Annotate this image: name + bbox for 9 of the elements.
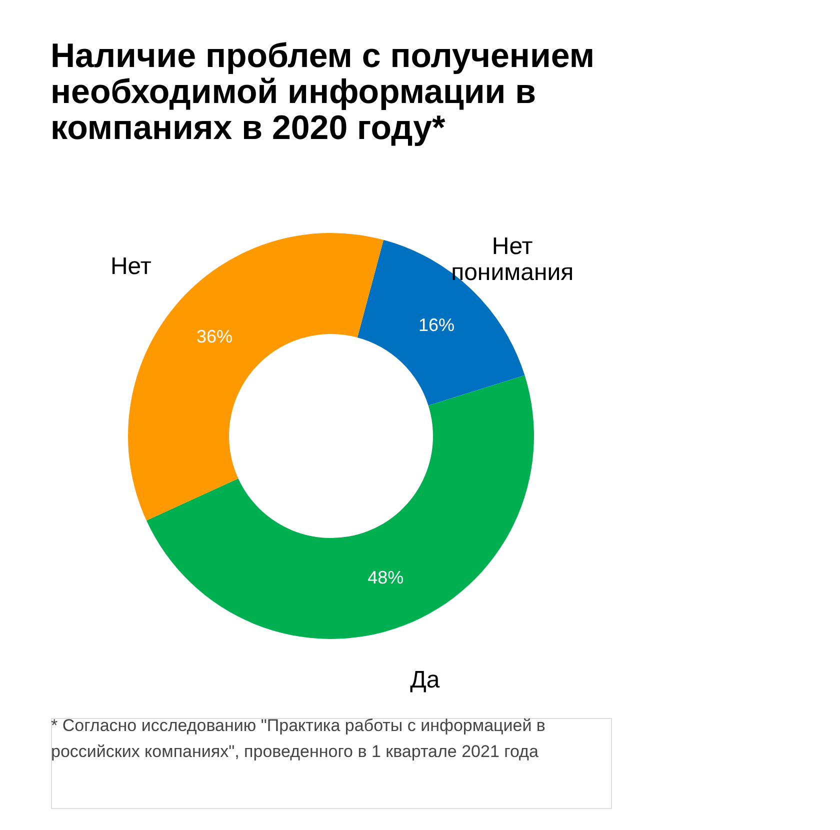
- chart-title: Наличие проблем с получением необходимой информации в компаниях в 2020 году*: [50, 37, 594, 147]
- donut-slice: [146, 375, 534, 639]
- slice-label: Нет понимания: [451, 232, 574, 286]
- slice-label: Нет: [110, 252, 152, 280]
- data-label: 48%: [368, 567, 404, 588]
- text: * Согласно исследованию "Практика работы с информацией в российских компаниях", проведенного в 1 квартале 2021 года: [51, 716, 546, 761]
- data-label: 16%: [418, 314, 455, 335]
- data-label: 36%: [196, 326, 233, 347]
- slice-label: Да: [410, 666, 440, 694]
